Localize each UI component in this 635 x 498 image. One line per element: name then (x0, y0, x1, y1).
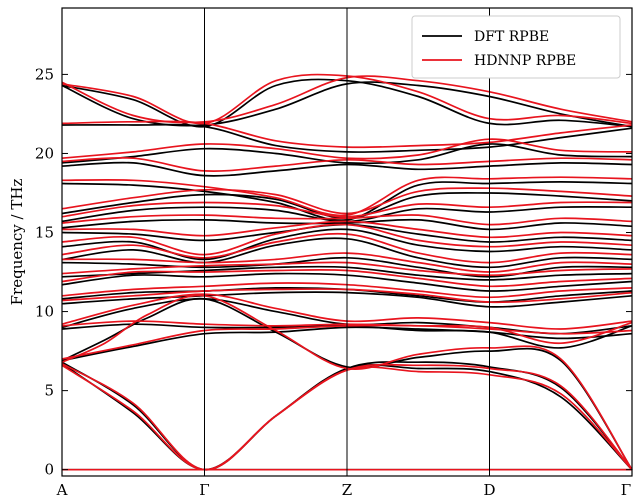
x-tick-label-3: D (483, 481, 495, 498)
y-tick-label-5: 25 (35, 65, 54, 83)
legend: DFT RPBE HDNNP RPBE (411, 15, 621, 79)
band-line-3 (61, 294, 633, 471)
x-tick-label-1: Γ (199, 481, 209, 498)
x-tick-label-0: A (56, 481, 68, 498)
x-tick-label-4: Γ (621, 481, 631, 498)
y-tick-label-1: 5 (44, 382, 54, 400)
plot-frame (61, 7, 633, 477)
legend-label-dft: DFT RPBE (474, 29, 549, 45)
y-axis-label: Frequency / THz (8, 179, 26, 306)
y-tick-label-3: 15 (35, 224, 54, 242)
legend-box (411, 15, 621, 79)
band-line-2 (61, 362, 633, 471)
legend-label-hdnnp: HDNNP RPBE (474, 53, 576, 69)
y-ticks: 0 5 10 15 20 25 (35, 65, 632, 479)
y-tick-label-2: 10 (35, 303, 54, 321)
band-line-2 (61, 361, 633, 471)
y-tick-label-0: 0 (44, 461, 54, 479)
x-tick-label-2: Z (342, 481, 352, 498)
y-tick-label-4: 20 (35, 144, 54, 162)
